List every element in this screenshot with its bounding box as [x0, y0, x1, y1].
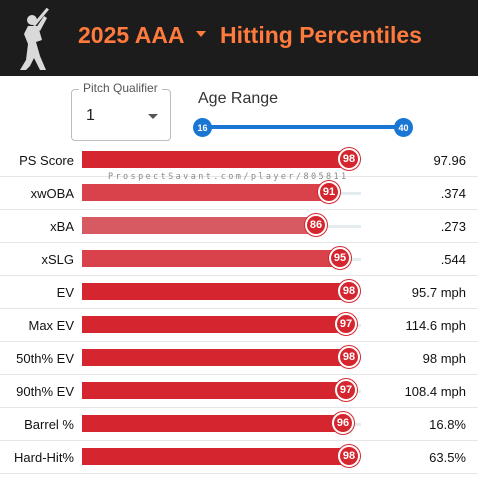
metric-value: 98 mph — [422, 351, 466, 366]
metric-value: .374 — [440, 186, 466, 201]
season-level-dropdown[interactable]: 2025 AAA — [78, 22, 185, 48]
header-bar: 2025 AAA Hitting Percentiles — [0, 0, 478, 76]
row-divider — [0, 176, 478, 177]
percentile-bar — [82, 283, 350, 300]
row-divider — [0, 440, 478, 441]
percentile-badge: 91 — [318, 181, 340, 203]
age-max-thumb[interactable]: 40 — [394, 118, 413, 137]
metric-value: 108.4 mph — [404, 384, 466, 399]
row-divider — [0, 275, 478, 276]
row-divider — [0, 341, 478, 342]
row-divider — [0, 242, 478, 243]
metric-label: xwOBA — [30, 186, 74, 201]
metric-label: Max EV — [28, 318, 74, 333]
percentile-bar — [82, 250, 341, 267]
percentile-badge: 86 — [305, 214, 327, 236]
pitch-qualifier-value[interactable]: 1 — [86, 107, 95, 124]
metric-label: PS Score — [19, 153, 74, 168]
chevron-down-icon[interactable] — [196, 31, 206, 37]
percentile-bar — [82, 349, 350, 366]
percentile-bar — [82, 151, 350, 168]
metric-label: 90th% EV — [16, 384, 74, 399]
metric-label: xBA — [50, 219, 74, 234]
percentile-badge: 95 — [329, 247, 351, 269]
percentile-badge: 98 — [338, 445, 360, 467]
watermark-text: ProspectSavant.com/player/805811 — [108, 172, 349, 182]
percentile-bar — [82, 184, 330, 201]
metric-label: Barrel % — [24, 417, 74, 432]
metric-label: EV — [56, 285, 74, 300]
percentile-bar — [82, 217, 317, 234]
metric-label: 50th% EV — [16, 351, 74, 366]
percentile-badge: 97 — [335, 313, 357, 335]
metric-label: Hard-Hit% — [14, 450, 74, 465]
batter-icon — [20, 7, 49, 70]
percentile-badge: 97 — [335, 379, 357, 401]
percentile-badge: 98 — [338, 346, 360, 368]
metric-value: .273 — [440, 219, 466, 234]
metric-value: 97.96 — [433, 153, 466, 168]
metric-label: xSLG — [41, 252, 74, 267]
metric-value: 95.7 mph — [411, 285, 466, 300]
percentile-bar — [82, 316, 347, 333]
metric-value: .544 — [440, 252, 466, 267]
percentile-bar — [82, 382, 347, 399]
age-min-thumb[interactable]: 16 — [193, 118, 212, 137]
metric-value: 114.6 mph — [405, 318, 466, 333]
row-divider — [0, 407, 478, 408]
age-range-slider[interactable] — [202, 125, 404, 129]
dropdown-arrow-icon[interactable] — [148, 114, 158, 119]
percentile-bar — [82, 415, 344, 432]
percentile-bar — [82, 448, 350, 465]
metric-value: 63.5% — [429, 450, 466, 465]
percentile-badge: 96 — [332, 412, 354, 434]
page-title: Hitting Percentiles — [220, 22, 422, 48]
age-range-label: Age Range — [198, 90, 279, 107]
percentile-badge: 98 — [338, 280, 360, 302]
pitch-qualifier-label: Pitch Qualifier — [79, 81, 162, 95]
metric-value: 16.8% — [429, 417, 466, 432]
percentile-badge: 98 — [338, 148, 360, 170]
row-divider — [0, 374, 478, 375]
row-divider — [0, 209, 478, 210]
row-divider — [0, 308, 478, 309]
row-divider — [0, 473, 478, 474]
